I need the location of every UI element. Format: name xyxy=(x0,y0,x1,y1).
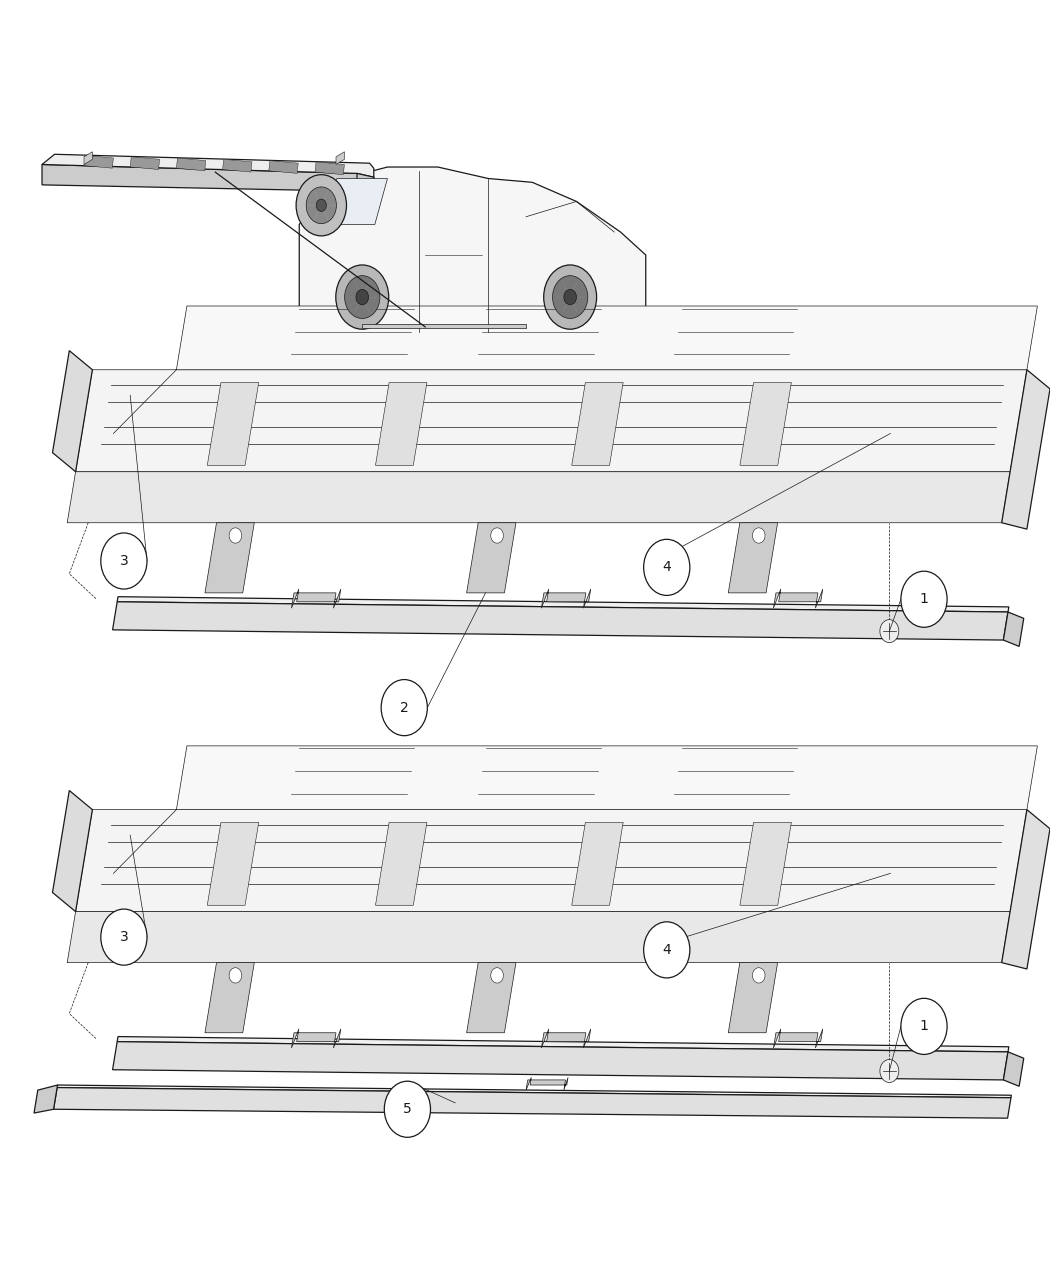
Circle shape xyxy=(101,909,147,965)
Text: 4: 4 xyxy=(663,561,671,574)
Circle shape xyxy=(880,1060,899,1082)
Text: 1: 1 xyxy=(920,1020,928,1033)
Polygon shape xyxy=(118,1037,1009,1052)
Text: 2: 2 xyxy=(400,701,408,714)
Polygon shape xyxy=(466,523,516,593)
Circle shape xyxy=(356,289,369,305)
Polygon shape xyxy=(740,382,792,465)
Polygon shape xyxy=(526,309,646,332)
Polygon shape xyxy=(1004,612,1024,646)
Polygon shape xyxy=(42,154,374,177)
Polygon shape xyxy=(176,158,206,171)
Polygon shape xyxy=(205,523,254,593)
Circle shape xyxy=(880,620,899,643)
Polygon shape xyxy=(1004,1052,1024,1086)
Text: 5: 5 xyxy=(403,1103,412,1116)
Polygon shape xyxy=(223,159,252,172)
Polygon shape xyxy=(526,1077,568,1090)
Circle shape xyxy=(490,528,503,543)
Circle shape xyxy=(901,998,947,1054)
Polygon shape xyxy=(306,309,324,332)
Polygon shape xyxy=(52,351,92,472)
Text: 4: 4 xyxy=(663,944,671,956)
Polygon shape xyxy=(292,1029,341,1048)
Text: 3: 3 xyxy=(120,931,128,944)
Polygon shape xyxy=(57,1085,1011,1098)
Circle shape xyxy=(644,922,690,978)
Polygon shape xyxy=(207,382,258,465)
Polygon shape xyxy=(315,162,344,175)
Circle shape xyxy=(753,968,765,983)
Circle shape xyxy=(307,187,336,223)
Polygon shape xyxy=(292,589,341,608)
Polygon shape xyxy=(729,963,778,1033)
Polygon shape xyxy=(112,602,1008,640)
Polygon shape xyxy=(362,324,526,328)
Polygon shape xyxy=(357,173,374,195)
Polygon shape xyxy=(76,370,1027,472)
Polygon shape xyxy=(84,156,113,168)
Polygon shape xyxy=(84,152,92,164)
Circle shape xyxy=(296,175,346,236)
Circle shape xyxy=(490,968,503,983)
Circle shape xyxy=(229,968,242,983)
Polygon shape xyxy=(572,382,624,465)
Polygon shape xyxy=(205,963,254,1033)
Circle shape xyxy=(564,289,576,305)
Circle shape xyxy=(101,533,147,589)
Circle shape xyxy=(229,528,242,543)
Polygon shape xyxy=(336,152,344,164)
Polygon shape xyxy=(729,523,778,593)
Circle shape xyxy=(544,265,596,329)
Polygon shape xyxy=(67,472,1010,523)
Circle shape xyxy=(381,680,427,736)
Polygon shape xyxy=(52,790,92,912)
Text: 3: 3 xyxy=(120,555,128,567)
Polygon shape xyxy=(318,179,387,224)
Circle shape xyxy=(344,275,380,319)
Polygon shape xyxy=(176,306,1037,370)
Polygon shape xyxy=(740,822,792,905)
Polygon shape xyxy=(67,912,1010,963)
Polygon shape xyxy=(207,822,258,905)
Polygon shape xyxy=(299,167,646,332)
Circle shape xyxy=(316,199,327,212)
Circle shape xyxy=(753,528,765,543)
Polygon shape xyxy=(112,1042,1008,1080)
Polygon shape xyxy=(76,810,1027,912)
Polygon shape xyxy=(54,1088,1011,1118)
Polygon shape xyxy=(572,822,624,905)
Polygon shape xyxy=(774,1029,823,1048)
Circle shape xyxy=(901,571,947,627)
Polygon shape xyxy=(542,1029,591,1048)
Circle shape xyxy=(644,539,690,595)
Polygon shape xyxy=(130,157,160,170)
Polygon shape xyxy=(376,382,427,465)
Polygon shape xyxy=(1002,370,1050,529)
Polygon shape xyxy=(774,589,823,608)
Polygon shape xyxy=(176,746,1037,810)
Circle shape xyxy=(384,1081,430,1137)
Polygon shape xyxy=(542,589,591,608)
Polygon shape xyxy=(376,822,427,905)
Polygon shape xyxy=(466,963,516,1033)
Polygon shape xyxy=(1002,810,1050,969)
Circle shape xyxy=(336,265,388,329)
Text: 1: 1 xyxy=(920,593,928,606)
Circle shape xyxy=(552,275,588,319)
Polygon shape xyxy=(34,1085,58,1113)
Polygon shape xyxy=(118,597,1009,612)
Polygon shape xyxy=(42,164,374,195)
Polygon shape xyxy=(269,161,298,173)
